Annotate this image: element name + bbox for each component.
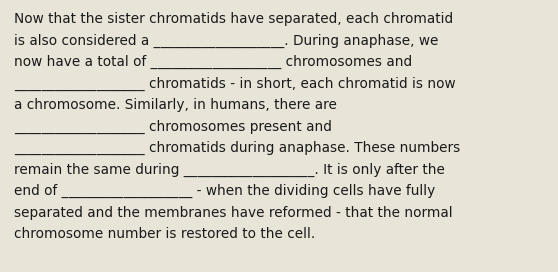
Text: end of ___________________ - when the dividing cells have fully: end of ___________________ - when the di… <box>14 184 435 198</box>
Text: separated and the membranes have reformed - that the normal: separated and the membranes have reforme… <box>14 206 453 220</box>
Text: ___________________ chromatids - in short, each chromatid is now: ___________________ chromatids - in shor… <box>14 76 456 91</box>
Text: now have a total of ___________________ chromosomes and: now have a total of ___________________ … <box>14 55 412 69</box>
Text: ___________________ chromatids during anaphase. These numbers: ___________________ chromatids during an… <box>14 141 460 155</box>
Text: a chromosome. Similarly, in humans, there are: a chromosome. Similarly, in humans, ther… <box>14 98 337 112</box>
Text: is also considered a ___________________. During anaphase, we: is also considered a ___________________… <box>14 33 439 48</box>
Text: chromosome number is restored to the cell.: chromosome number is restored to the cel… <box>14 227 315 241</box>
Text: remain the same during ___________________. It is only after the: remain the same during _________________… <box>14 162 445 177</box>
Text: ___________________ chromosomes present and: ___________________ chromosomes present … <box>14 119 332 134</box>
Text: Now that the sister chromatids have separated, each chromatid: Now that the sister chromatids have sepa… <box>14 12 453 26</box>
